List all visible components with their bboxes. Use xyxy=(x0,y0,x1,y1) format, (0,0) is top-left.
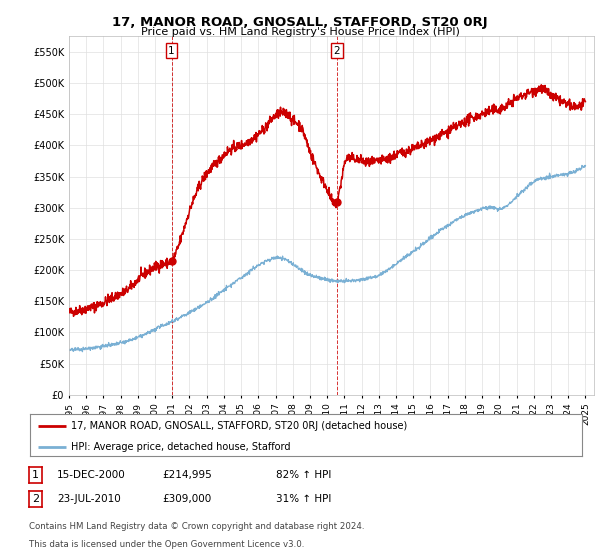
Text: 1: 1 xyxy=(168,46,175,56)
Text: This data is licensed under the Open Government Licence v3.0.: This data is licensed under the Open Gov… xyxy=(29,540,304,549)
Text: HPI: Average price, detached house, Stafford: HPI: Average price, detached house, Staf… xyxy=(71,442,291,452)
Text: 1: 1 xyxy=(32,470,39,480)
Text: 2: 2 xyxy=(334,46,340,56)
Text: Contains HM Land Registry data © Crown copyright and database right 2024.: Contains HM Land Registry data © Crown c… xyxy=(29,522,364,531)
Text: Price paid vs. HM Land Registry's House Price Index (HPI): Price paid vs. HM Land Registry's House … xyxy=(140,27,460,37)
Text: 2: 2 xyxy=(32,494,39,504)
Text: £309,000: £309,000 xyxy=(162,494,211,504)
Text: £214,995: £214,995 xyxy=(162,470,212,480)
Text: 31% ↑ HPI: 31% ↑ HPI xyxy=(276,494,331,504)
Text: 17, MANOR ROAD, GNOSALL, STAFFORD, ST20 0RJ: 17, MANOR ROAD, GNOSALL, STAFFORD, ST20 … xyxy=(112,16,488,29)
Text: 23-JUL-2010: 23-JUL-2010 xyxy=(57,494,121,504)
Text: 17, MANOR ROAD, GNOSALL, STAFFORD, ST20 0RJ (detached house): 17, MANOR ROAD, GNOSALL, STAFFORD, ST20 … xyxy=(71,421,407,431)
Text: 82% ↑ HPI: 82% ↑ HPI xyxy=(276,470,331,480)
Text: 15-DEC-2000: 15-DEC-2000 xyxy=(57,470,126,480)
